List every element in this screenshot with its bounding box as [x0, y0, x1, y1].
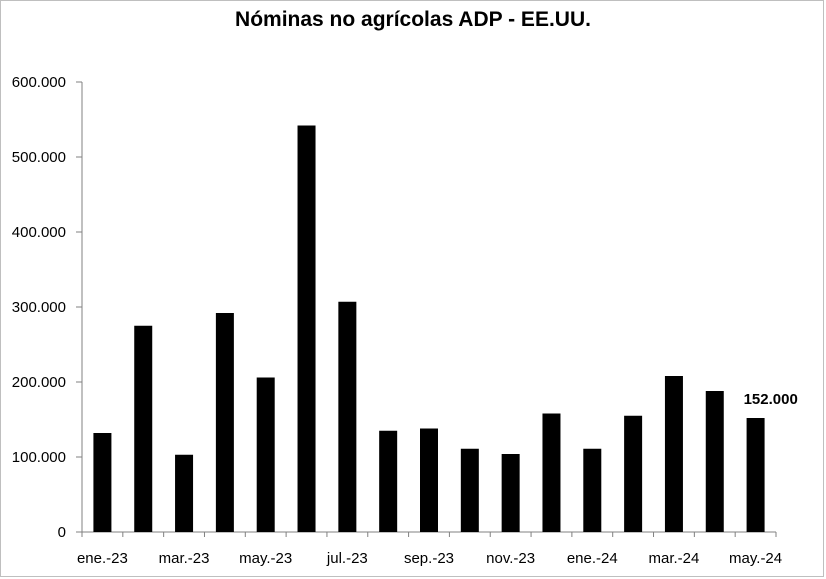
bar-mar.-24 [664, 376, 683, 532]
x-axis: ene.-23 mar.-23 may.-23 jul.-23 sep.-23 nov.-… [77, 531, 782, 567]
bar-jun.-23 [297, 125, 316, 532]
y-tick-label: 300.000 [12, 299, 66, 316]
y-tick-label: 200.000 [12, 374, 66, 391]
bar-dic.-23 [542, 413, 561, 532]
bar-sep.-23 [420, 428, 438, 532]
x-tick-label: jul.-23 [326, 550, 368, 567]
bar-oct.-23 [460, 448, 479, 532]
x-tick-label: nov.-23 [486, 550, 535, 567]
bar-may.-23 [256, 377, 275, 532]
x-tick-label: may.-24 [729, 550, 782, 567]
x-tick-label: may.-23 [239, 550, 292, 567]
x-tick-label: ene.-23 [77, 550, 128, 567]
bar-mar.-23 [175, 454, 194, 532]
bar-ene.-24 [583, 448, 602, 532]
bars [93, 125, 765, 532]
y-tick-label: 600.000 [12, 74, 66, 91]
bar-nov.-23 [501, 454, 520, 532]
bar-ago.-23 [379, 430, 398, 532]
bar-abr.-24 [705, 391, 724, 532]
bar-ene.-23 [93, 433, 112, 532]
data-labels: 152.000 [744, 391, 798, 408]
x-tick-label: mar.-24 [649, 550, 700, 567]
bar-jul.-23 [338, 301, 357, 532]
x-tick-label: ene.-24 [567, 550, 618, 567]
y-axis: 0 100.000 200.000 300.000 400.000 500.000 600.… [12, 74, 83, 541]
bar-may.-24 [746, 418, 765, 532]
y-tick-label: 500.000 [12, 149, 66, 166]
y-tick-label: 100.000 [12, 449, 66, 466]
bar-feb.-23 [134, 325, 153, 532]
bar-feb.-24 [624, 415, 643, 532]
chart-title: Nóminas no agrícolas ADP - EE.UU. [235, 8, 591, 31]
x-tick-label: mar.-23 [159, 550, 210, 567]
y-tick-label: 400.000 [12, 224, 66, 241]
x-tick-label: sep.-23 [404, 550, 454, 567]
bar-abr.-23 [215, 313, 234, 532]
y-tick-label: 0 [58, 524, 66, 541]
data-label: 152.000 [744, 391, 798, 408]
